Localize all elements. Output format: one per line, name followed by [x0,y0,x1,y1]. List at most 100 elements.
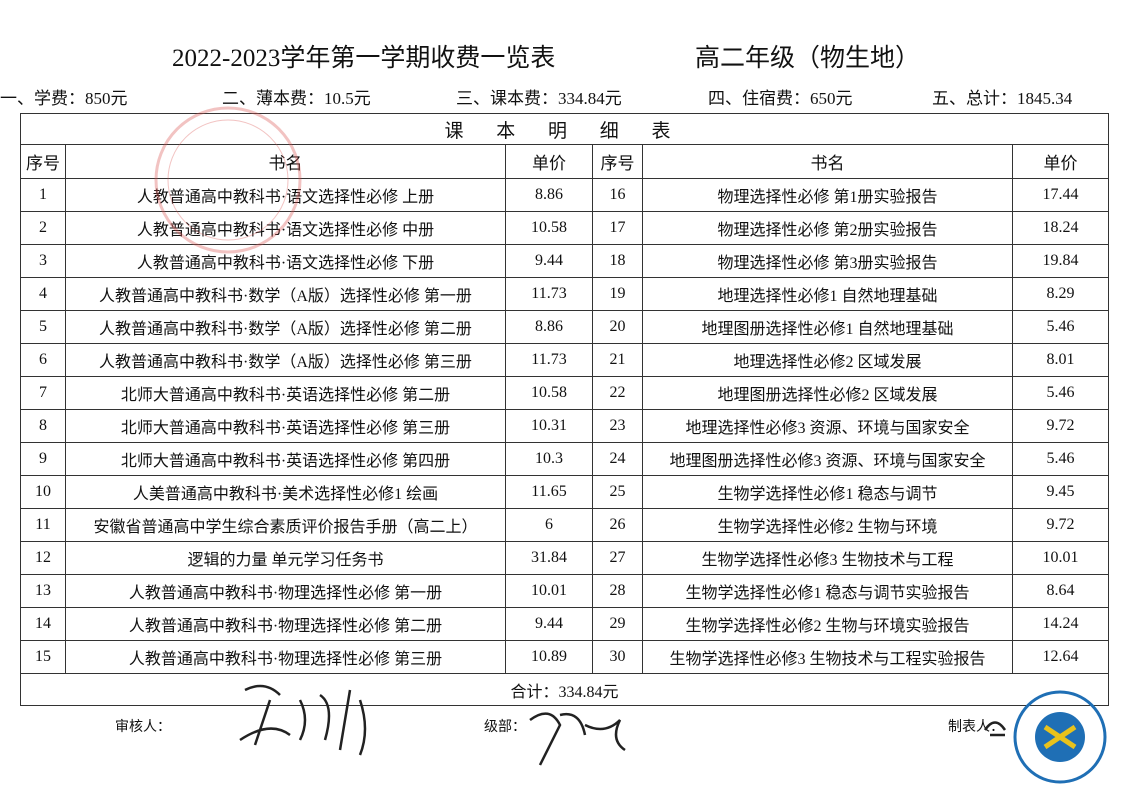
table-row: 11 安徽省普通高中学生综合素质评价报告手册（高二上） 6 26 生物学选择性必修2 生… [20,508,1110,542]
book-name: 安徽省普通高中学生综合素质评价报告手册（高二上） [65,508,506,542]
price: 10.3 [505,442,593,476]
book-name: 物理选择性必修 第3册实验报告 [642,244,1013,278]
book-name: 生物学选择性必修2 生物与环境实验报告 [642,607,1013,641]
price: 31.84 [505,541,593,575]
index: 6 [20,343,66,377]
table-row: 9 北师大普通高中教科书·英语选择性必修 第四册 10.3 24 地理图册选择性必修3 … [20,442,1110,476]
total: 合计：334.84元 [19,673,1110,706]
index: 17 [592,211,643,245]
reviewer-label: 审核人： [115,720,171,735]
book-name: 生物学选择性必修3 生物技术与工程实验报告 [642,640,1013,674]
price: 9.44 [505,607,593,641]
book-name: 人教普通高中教科书·语文选择性必修 下册 [65,244,506,278]
price: 8.29 [1011,277,1110,311]
index: 14 [20,607,66,641]
column-header: 书名 [642,144,1013,179]
maker-label: 制表人： [948,720,1004,735]
total-row: 合计：334.84元 [19,673,1110,706]
table-row: 5 人教普通高中教科书·数学（A版）选择性必修 第二册 8.86 20 地理图册选择性必… [20,310,1110,344]
book-table: 课 本 明 细 表 序号 书名 单价 序号 书名 单价 1 人教普通高中教科书·语文选择性必修… [19,113,1110,706]
index: 30 [592,640,643,674]
book-name: 人教普通高中教科书·数学（A版）选择性必修 第三册 [65,343,506,377]
fee: 二、薄本费：10.5元 [222,89,371,108]
index: 25 [592,475,643,509]
price: 14.24 [1011,607,1110,641]
index: 8 [20,409,66,443]
table-title-row: 课 本 明 细 表 [19,113,1110,145]
price: 18.24 [1011,211,1110,245]
fee: 四、住宿费：650元 [708,89,853,108]
index: 26 [592,508,643,542]
book-name: 地理图册选择性必修3 资源、环境与国家安全 [642,442,1013,476]
price: 10.89 [505,640,593,674]
table-body: 课 本 明 细 表 序号 书名 单价 序号 书名 单价 1 人教普通高中教科书·语文选择性必修… [19,113,1110,706]
title: 2022-2023学年第一学期收费一览表 [172,45,556,72]
price: 9.45 [1011,475,1110,509]
price: 10.58 [505,376,593,410]
table-row: 2 人教普通高中教科书·语文选择性必修 中册 10.58 17 物理选择性必修 第2册实… [20,211,1110,245]
price: 19.84 [1011,244,1110,278]
book-name: 地理选择性必修1 自然地理基础 [642,277,1013,311]
index: 11 [20,508,66,542]
fee: 三、课本费：334.84元 [456,89,622,108]
index: 29 [592,607,643,641]
fee: 五、总计：1845.34 [932,89,1073,108]
price: 6 [505,508,593,542]
index: 22 [592,376,643,410]
book-name: 人教普通高中教科书·数学（A版）选择性必修 第一册 [65,277,506,311]
index: 16 [592,178,643,212]
price: 17.44 [1011,178,1110,212]
index: 13 [20,574,66,608]
index: 18 [592,244,643,278]
index: 3 [20,244,66,278]
header-row: 序号 书名 单价 序号 书名 单价 [20,144,1110,179]
index: 2 [20,211,66,245]
column-header: 序号 [20,144,66,179]
book-name: 生物学选择性必修1 稳态与调节实验报告 [642,574,1013,608]
book-name: 北师大普通高中教科书·英语选择性必修 第二册 [65,376,506,410]
book-name: 物理选择性必修 第1册实验报告 [642,178,1013,212]
price: 9.44 [505,244,593,278]
index: 27 [592,541,643,575]
book-name: 地理图册选择性必修1 自然地理基础 [642,310,1013,344]
price: 8.64 [1011,574,1110,608]
table-row: 14 人教普通高中教科书·物理选择性必修 第二册 9.44 29 生物学选择性必修2 生… [20,607,1110,641]
index: 10 [20,475,66,509]
price: 10.01 [1011,541,1110,575]
table-row: 3 人教普通高中教科书·语文选择性必修 下册 9.44 18 物理选择性必修 第3册实验… [20,244,1110,278]
index: 5 [20,310,66,344]
column-header: 单价 [1011,144,1110,179]
index: 24 [592,442,643,476]
price: 5.46 [1011,310,1110,344]
price: 9.72 [1011,508,1110,542]
book-name: 逻辑的力量 单元学习任务书 [65,541,506,575]
index: 15 [20,640,66,674]
book-name: 人教普通高中教科书·物理选择性必修 第一册 [65,574,506,608]
index: 7 [20,376,66,410]
index: 20 [592,310,643,344]
index: 4 [20,277,66,311]
price: 5.46 [1011,442,1110,476]
column-header: 单价 [505,144,593,179]
column-header: 序号 [592,144,643,179]
book-name: 地理选择性必修2 区域发展 [642,343,1013,377]
index: 9 [20,442,66,476]
book-name: 生物学选择性必修3 生物技术与工程 [642,541,1013,575]
price: 11.73 [505,343,593,377]
index: 21 [592,343,643,377]
table-title: 课 本 明 细 表 [19,113,1110,145]
table-row: 1 人教普通高中教科书·语文选择性必修 上册 8.86 16 物理选择性必修 第1册实验… [20,178,1110,212]
price: 8.86 [505,310,593,344]
book-name: 人教普通高中教科书·数学（A版）选择性必修 第二册 [65,310,506,344]
table-row: 13 人教普通高中教科书·物理选择性必修 第一册 10.01 28 生物学选择性必修1 … [20,574,1110,608]
table-row: 6 人教普通高中教科书·数学（A版）选择性必修 第三册 11.73 21 地理选择性必修… [20,343,1110,377]
grade: 高二年级（物生地） [695,45,921,72]
price: 12.64 [1011,640,1110,674]
book-name: 生物学选择性必修2 生物与环境 [642,508,1013,542]
book-name: 人教普通高中教科书·物理选择性必修 第二册 [65,607,506,641]
table-row: 8 北师大普通高中教科书·英语选择性必修 第三册 10.31 23 地理选择性必修3 资… [20,409,1110,443]
price: 8.01 [1011,343,1110,377]
book-name: 人美普通高中教科书·美术选择性必修1 绘画 [65,475,506,509]
table-row: 15 人教普通高中教科书·物理选择性必修 第三册 10.89 30 生物学选择性必修3 … [20,640,1110,674]
